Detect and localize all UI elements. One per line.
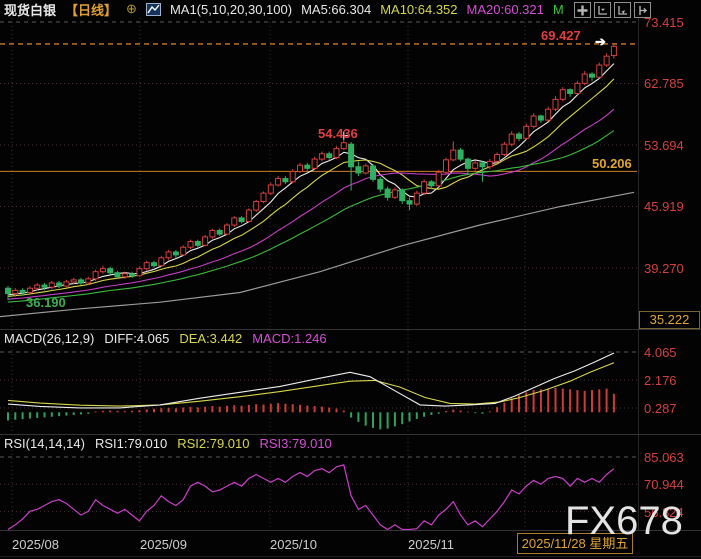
time-axis-label: 2025/11 (408, 537, 455, 552)
symbol-title: 现货白银 (4, 2, 57, 18)
main-y-tick: 39.270 (644, 261, 684, 276)
rsi-title: RSI(14,14,14) (4, 436, 85, 451)
add-indicator-icon[interactable]: ⊕ (126, 1, 137, 16)
macd-y-tick: 0.287 (644, 401, 677, 416)
ma-settings-label: MA1(5,10,20,30,100) (169, 1, 293, 17)
rsi2-value: RSI2:79.010 (177, 436, 250, 451)
ma20-value: MA20:60.321 (466, 1, 544, 17)
period-label[interactable]: 【日线】 (65, 2, 118, 18)
zoom-in-tool-icon[interactable] (614, 2, 631, 18)
rsi-header: RSI(14,14,14) RSI1:79.010 RSI2:79.010 RS… (4, 436, 332, 451)
panel-separator (0, 530, 701, 531)
rsi-y-tick: 70.944 (644, 477, 684, 492)
axis-bottom-price-box: 35.222 (639, 311, 700, 329)
time-axis-label: 2025/08 (12, 537, 59, 552)
macd-diff-value: DIFF:4.065 (104, 331, 170, 346)
macd-macd-value: MACD:1.246 (252, 331, 327, 346)
goto-latest-tool-icon[interactable] (634, 2, 651, 18)
latest-price-label: 69.427 (541, 28, 581, 43)
panel-separator (0, 329, 701, 330)
rsi3-value: RSI3:79.010 (259, 436, 332, 451)
macd-y-tick: 2.176 (644, 373, 677, 388)
ma5-value: MA5:66.304 (301, 1, 372, 17)
brand-watermark: FX678 (565, 499, 683, 543)
time-axis-label: 2025/10 (270, 537, 317, 552)
zoom-out-tool-icon[interactable] (594, 2, 611, 18)
time-axis-label: 2025/09 (140, 537, 187, 552)
macd-title: MACD(26,12,9) (4, 331, 95, 346)
rsi1-value: RSI1:79.010 (94, 436, 168, 451)
price-axis-border (638, 18, 639, 530)
main-y-tick: 53.694 (644, 138, 684, 153)
swing-low-label: 36.190 (26, 295, 66, 310)
panel-separator (0, 434, 701, 435)
main-y-tick: 73.415 (644, 15, 684, 30)
latest-price-arrow-icon: ➔ (595, 34, 606, 49)
ma30-value-truncated: M (552, 1, 564, 17)
main-y-tick: 45.919 (644, 199, 684, 214)
ma10-value: MA10:64.352 (380, 1, 458, 17)
resistance-price-label: 50.206 (592, 156, 632, 171)
chart-header: 现货白银 【日线】 ⊕ MA1(5,10,20,30,100) MA5:66.3… (4, 1, 564, 18)
chart-type-icon[interactable] (145, 2, 161, 16)
current-date-box: 2025/11/28 星期五 (517, 533, 633, 554)
main-y-tick: 62.785 (644, 76, 684, 91)
swing-high-label: 54.436 (318, 126, 358, 141)
macd-dea-value: DEA:3.442 (179, 331, 243, 346)
macd-header: MACD(26,12,9) DIFF:4.065 DEA:3.442 MACD:… (4, 331, 327, 346)
pan-tool-icon[interactable] (574, 2, 591, 18)
macd-y-tick: 4.065 (644, 345, 677, 360)
rsi-y-tick: 85.063 (644, 450, 684, 465)
chart-toolbar (574, 2, 651, 18)
bottom-edge-line (0, 556, 701, 557)
rsi-y-tick: 56.824 (644, 505, 684, 520)
